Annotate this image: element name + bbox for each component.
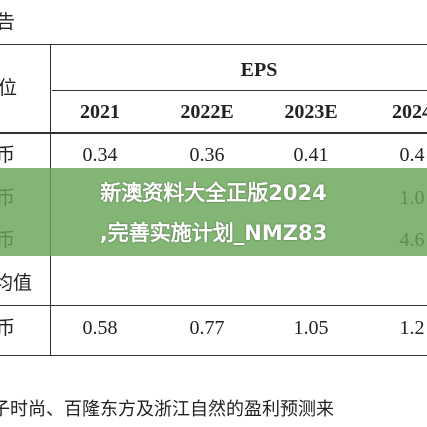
banner-line: ,完善实施计划_NMZ83 [99,221,328,245]
rule [0,305,427,306]
rule [0,44,427,45]
column-header: 2021 [80,101,120,123]
cell: 1.2 [399,317,425,339]
banner: 新澳资料大全正版2024 ,完善实施计划_NMZ83 [0,168,427,256]
column-header: 2024 [392,101,427,123]
cell: 0.58 [82,317,118,339]
row-label: 币 [0,317,16,339]
cell: 0.77 [189,317,225,339]
cell: 1.05 [293,317,329,339]
group-label: EPS [240,59,278,81]
column-header: 2022E [180,101,234,123]
cell: 0.41 [293,144,329,166]
section-label: 均值 [0,272,33,294]
column-header: 2023E [284,101,338,123]
unit-label: 位 [0,77,18,99]
banner-line: 新澳资料大全正版2024 [100,181,327,205]
cell: 0.4 [399,144,425,166]
row-label: 币 [0,144,16,166]
footer-text: 子时尚、百隆东方及浙江自然的盈利预测来 [0,399,334,420]
rule [0,355,427,356]
cell: 0.34 [82,144,118,166]
header-title: 告 [0,11,16,33]
cell: 0.36 [189,144,225,166]
rule [52,90,427,91]
rule [0,132,427,134]
